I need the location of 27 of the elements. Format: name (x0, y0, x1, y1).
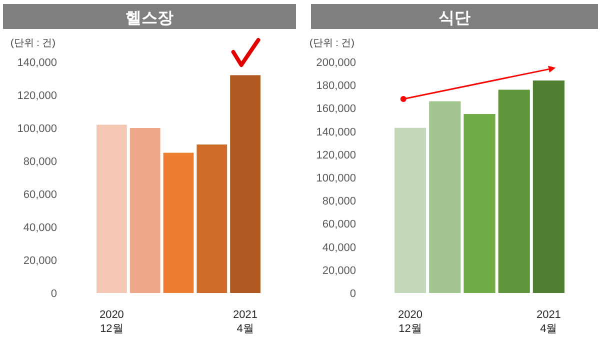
y-tick-label: 80,000 (322, 196, 356, 208)
y-tick-label: 120,000 (17, 90, 57, 102)
x-tick-label: 2020 12월 (398, 309, 423, 335)
y-tick-label: 100,000 (17, 123, 57, 135)
x-tick-label: 2020 12월 (99, 309, 124, 335)
y-tick-label: 0 (350, 288, 356, 300)
x-tick-label: 2021 4월 (536, 309, 561, 335)
y-tick-label: 40,000 (23, 222, 57, 234)
x-tick-label: 2021 4월 (233, 309, 258, 335)
chart-title: 헬스장 (126, 10, 174, 27)
y-axis-title: (단위 : 건) (310, 38, 354, 49)
y-tick-label: 80,000 (23, 156, 57, 168)
chart-title: 식단 (438, 10, 470, 27)
y-tick-label: 20,000 (23, 255, 57, 267)
y-tick-label: 40,000 (322, 242, 356, 254)
y-tick-label: 140,000 (316, 126, 356, 138)
y-tick-label: 160,000 (316, 103, 356, 116)
y-tick-label: 60,000 (322, 218, 356, 231)
y-tick-label: 20,000 (322, 264, 356, 277)
y-axis-title: (단위 : 건) (10, 38, 56, 49)
y-tick-label: 180,000 (316, 80, 356, 92)
y-tick-label: 140,000 (17, 57, 57, 69)
y-tick-label: 0 (50, 288, 57, 300)
y-tick-label: 60,000 (23, 189, 57, 201)
y-tick-label: 200,000 (316, 57, 356, 69)
y-tick-label: 120,000 (316, 149, 356, 162)
y-tick-label: 100,000 (316, 172, 356, 184)
